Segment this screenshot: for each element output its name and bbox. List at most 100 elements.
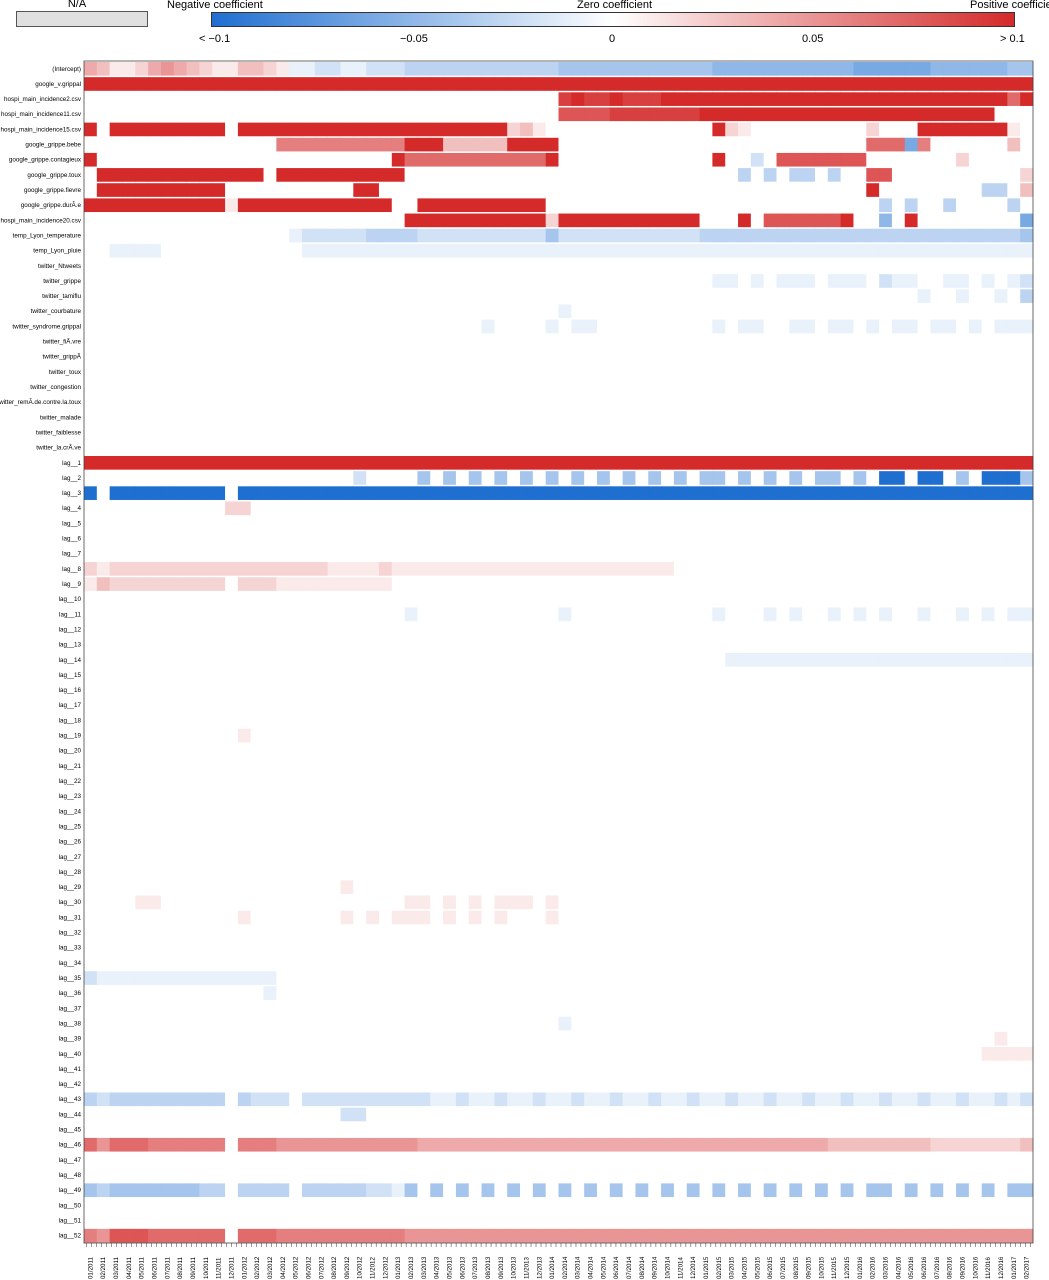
heatmap-cell	[417, 122, 431, 137]
heatmap-cell	[853, 743, 867, 758]
heatmap-cell	[750, 62, 765, 76]
heatmap-cell	[584, 910, 598, 925]
heatmap-cell	[802, 137, 816, 152]
heatmap-cell	[981, 577, 995, 591]
heatmap-cell	[494, 1016, 508, 1031]
heatmap-cell	[160, 759, 175, 773]
heatmap-cell	[250, 789, 264, 804]
heatmap-cell	[468, 62, 482, 76]
heatmap-cell	[802, 622, 816, 637]
heatmap-cell	[904, 365, 918, 379]
heatmap-cell	[314, 1062, 329, 1076]
heatmap-cell	[327, 759, 341, 773]
heatmap-cell	[648, 940, 662, 955]
heatmap-cell	[276, 274, 290, 288]
heatmap-cell	[904, 592, 918, 607]
heatmap-cell	[520, 62, 534, 76]
heatmap-cell	[827, 789, 842, 804]
heatmap-cell	[532, 986, 547, 1001]
heatmap-cell	[635, 456, 649, 470]
heatmap-cell	[263, 259, 277, 273]
heatmap-cell	[84, 122, 98, 137]
heatmap-cell	[507, 410, 521, 425]
heatmap-cell	[725, 562, 739, 576]
heatmap-cell	[648, 319, 662, 334]
heatmap-cell	[353, 395, 367, 410]
heatmap-cell	[827, 698, 842, 713]
heatmap-cell	[930, 274, 944, 288]
heatmap-cell	[263, 577, 277, 591]
heatmap-cell	[237, 137, 252, 152]
heatmap-cell	[366, 531, 380, 546]
heatmap-cell	[173, 198, 187, 213]
heatmap-cell	[302, 698, 316, 713]
heatmap-cell	[263, 880, 277, 894]
heatmap-cell	[430, 804, 444, 819]
heatmap-cell	[455, 728, 470, 743]
heatmap-cell	[417, 410, 431, 425]
heatmap-cell	[532, 592, 547, 607]
heatmap-cell	[584, 304, 598, 319]
heatmap-cell	[148, 834, 162, 849]
heatmap-cell	[532, 774, 547, 788]
heatmap-cell	[430, 759, 444, 773]
heatmap-cell	[109, 77, 123, 91]
heatmap-cell	[738, 668, 752, 682]
heatmap-cell	[314, 577, 329, 591]
heatmap-cell	[391, 243, 405, 258]
heatmap-cell	[853, 759, 867, 773]
heatmap-cell	[571, 274, 585, 288]
heatmap-cell	[443, 880, 457, 894]
heatmap-cell	[814, 759, 829, 773]
heatmap-cell	[1007, 365, 1021, 379]
heatmap-cell	[571, 713, 585, 728]
heatmap-cell	[866, 228, 880, 243]
heatmap-cell	[302, 228, 316, 243]
heatmap-cell	[494, 819, 508, 834]
heatmap-cell	[750, 486, 765, 500]
heatmap-cell	[391, 622, 405, 637]
heatmap-cell	[725, 1062, 739, 1076]
heatmap-cell	[609, 456, 624, 470]
heatmap-cell	[904, 971, 918, 985]
heatmap-cell	[571, 92, 585, 106]
heatmap-cell	[250, 653, 264, 667]
heatmap-cell	[879, 122, 893, 137]
heatmap-cell	[417, 713, 431, 728]
heatmap-cell	[686, 940, 700, 955]
heatmap-cell	[417, 789, 431, 804]
heatmap-cell	[738, 243, 752, 258]
heatmap-cell	[866, 168, 880, 182]
heatmap-cell	[148, 956, 162, 970]
heatmap-cell	[289, 92, 303, 106]
heatmap-cell	[378, 819, 393, 834]
heatmap-cell	[443, 956, 457, 970]
heatmap-cell	[750, 880, 765, 894]
heatmap-cell	[520, 365, 534, 379]
heatmap-cell	[712, 259, 726, 273]
heatmap-cell	[738, 137, 752, 152]
heatmap-cell	[648, 728, 662, 743]
heatmap-cell	[853, 865, 867, 879]
heatmap-cell	[596, 850, 611, 864]
heatmap-cell	[827, 653, 842, 667]
heatmap-cell	[135, 243, 149, 258]
heatmap-cell	[250, 1077, 264, 1091]
heatmap-cell	[481, 501, 495, 516]
heatmap-cell	[481, 425, 495, 440]
heatmap-cell	[904, 819, 918, 834]
heatmap-cell	[622, 925, 636, 940]
heatmap-cell	[481, 168, 495, 182]
heatmap-cell	[609, 92, 624, 106]
heatmap-cell	[186, 895, 200, 910]
heatmap-cell	[430, 1016, 444, 1031]
heatmap-cell	[930, 213, 944, 228]
heatmap-cell	[956, 713, 970, 728]
heatmap-cell	[276, 440, 290, 455]
heatmap-cell	[866, 319, 880, 334]
heatmap-cell	[673, 516, 688, 531]
heatmap-cell	[738, 410, 752, 425]
heatmap-cell	[160, 1001, 175, 1016]
heatmap-cell	[314, 986, 329, 1001]
heatmap-cell	[635, 410, 649, 425]
